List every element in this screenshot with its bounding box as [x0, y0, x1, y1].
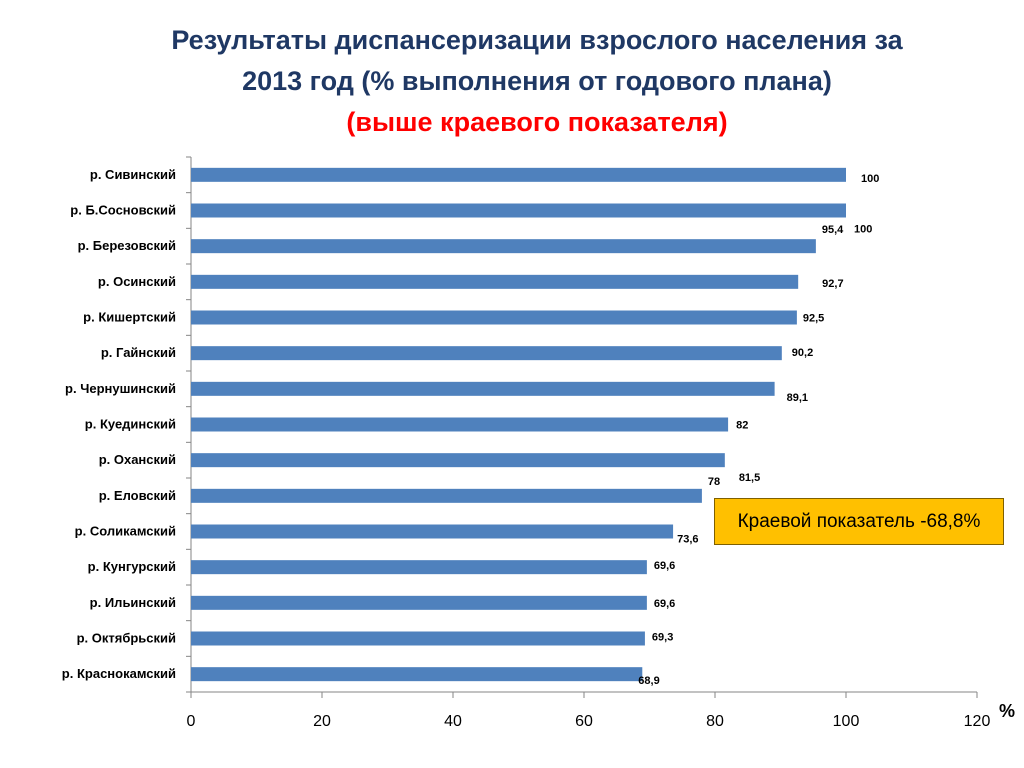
bar — [191, 667, 643, 682]
x-tick-label: 120 — [964, 713, 991, 730]
bar — [191, 167, 846, 182]
category-label: р. Березовский — [78, 238, 176, 253]
x-tick-label: 60 — [575, 713, 593, 730]
chart-title: Результаты диспансеризации взрослого нас… — [0, 20, 1024, 143]
axis-unit-label: % — [999, 701, 1016, 721]
bar — [191, 595, 647, 610]
data-label: 69,6 — [654, 560, 675, 572]
data-label: 69,6 — [654, 598, 675, 610]
bar — [191, 310, 797, 325]
title-line-1: Результаты диспансеризации взрослого нас… — [171, 25, 903, 55]
category-label: р. Краснокамский — [62, 666, 176, 681]
data-label: 100 — [861, 173, 879, 185]
category-label: р. Кишертский — [83, 310, 176, 325]
bar — [191, 417, 729, 432]
bar — [191, 346, 782, 361]
bar — [191, 203, 846, 218]
category-label: р. Осинский — [98, 274, 176, 289]
bar — [191, 560, 647, 575]
category-label: р. Б.Сосновский — [70, 203, 176, 218]
data-label: 92,5 — [803, 313, 824, 325]
category-label: р. Гайнский — [101, 345, 176, 360]
data-label: 89,1 — [787, 392, 808, 404]
bar — [191, 381, 775, 396]
bar — [191, 488, 702, 503]
x-tick-label: 100 — [833, 713, 860, 730]
regional-indicator-callout: Краевой показатель -68,8% — [714, 498, 1004, 545]
bar — [191, 524, 674, 539]
category-label: р. Октябрьский — [77, 631, 176, 646]
category-label: р. Соликамский — [75, 524, 176, 539]
data-label: 100 — [854, 224, 872, 236]
data-label: 92,7 — [822, 278, 843, 290]
data-label: 82 — [736, 420, 748, 432]
bar — [191, 453, 725, 468]
category-label: р. Оханский — [99, 452, 176, 467]
title-line-2: 2013 год (% выполнения от годового плана… — [242, 66, 832, 96]
bar — [191, 631, 645, 646]
x-tick-label: 40 — [444, 713, 462, 730]
data-label: 73,6 — [677, 534, 698, 546]
bar — [191, 274, 799, 289]
category-label: р. Чернушинский — [65, 381, 176, 396]
category-label: р. Куединский — [85, 417, 176, 432]
data-label: 69,3 — [652, 632, 673, 644]
category-label: р. Ильинский — [90, 595, 176, 610]
category-label: р. Сивинский — [90, 167, 176, 182]
category-label: р. Еловский — [99, 488, 176, 503]
data-label: 81,5 — [739, 472, 760, 484]
data-label: 78 — [708, 476, 720, 488]
data-label: 95,4 — [822, 224, 844, 236]
x-tick-label: 80 — [706, 713, 724, 730]
title-line-3-highlight: (выше краевого показателя) — [346, 107, 728, 137]
category-label: р. Кунгурский — [88, 559, 176, 574]
bar — [191, 239, 816, 254]
x-tick-label: 0 — [187, 713, 196, 730]
x-tick-label: 20 — [313, 713, 331, 730]
data-label: 90,2 — [792, 347, 813, 359]
data-label: 68,9 — [638, 675, 659, 687]
